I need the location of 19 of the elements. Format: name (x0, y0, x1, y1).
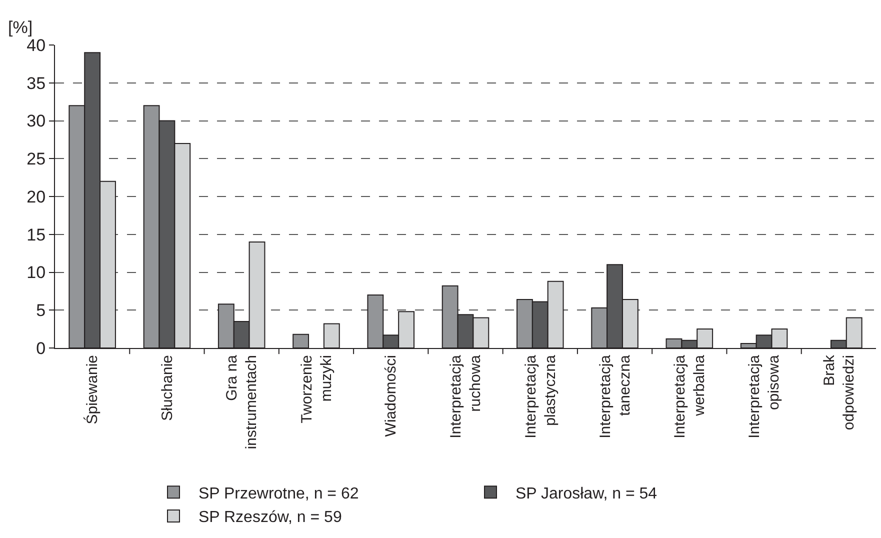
y-tick-label: 20 (26, 187, 46, 206)
y-tick-label: 0 (36, 338, 46, 358)
y-tick-label: 25 (26, 150, 46, 169)
x-tick-label: Tworzenie muzyki (298, 355, 335, 424)
y-tick-label: 5 (36, 301, 46, 320)
x-tick-label: Wiadomości (382, 355, 400, 437)
legend-label: SP Jarosław, n = 54 (516, 485, 658, 502)
y-tick-label: 40 (26, 36, 46, 55)
x-tick-label: Gra na instrumentach (224, 354, 260, 450)
x-tick-label: Słuchanie (158, 355, 176, 421)
y-axis-title: [%] (8, 18, 33, 37)
y-tick-label: 30 (26, 112, 46, 131)
y-tick-label: 35 (26, 74, 46, 93)
x-tick-label: Interpretacja ruchowa (448, 354, 484, 438)
y-tick-label: 10 (26, 263, 46, 282)
legend-label: SP Przewrotne, n = 62 (198, 485, 359, 502)
x-tick-label: Śpiewanie (83, 355, 102, 424)
y-tick-label: 15 (26, 225, 46, 244)
legend-label: SP Rzeszów, n = 59 (198, 509, 342, 526)
